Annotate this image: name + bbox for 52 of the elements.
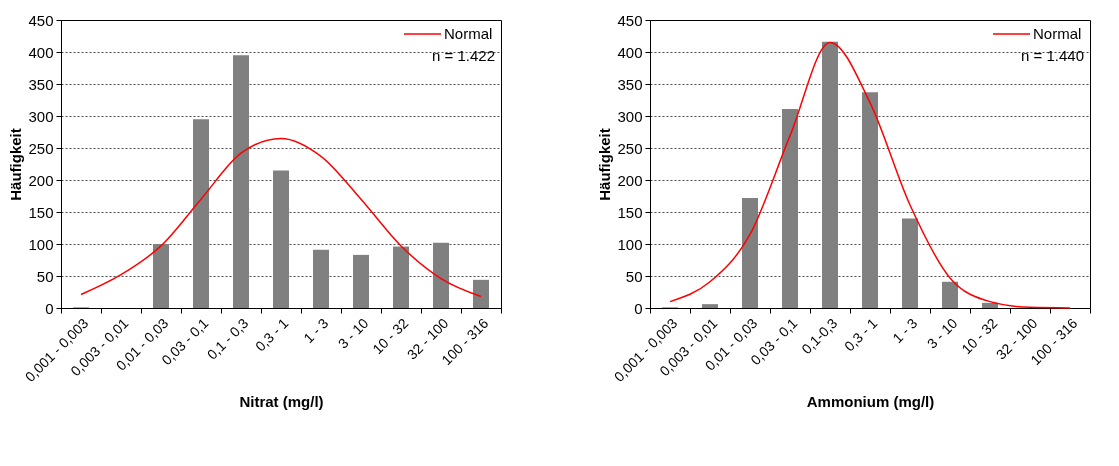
- x-tick-label: 1 - 3: [889, 314, 921, 347]
- bar: [433, 242, 449, 308]
- annotation: n = 1.440: [1021, 47, 1084, 64]
- y-tick-label: 0: [634, 299, 643, 317]
- y-tick-label: 350: [617, 75, 643, 93]
- y-axis-title: Häufigkeit: [596, 128, 614, 201]
- bar: [393, 246, 409, 308]
- legend-label: Normal: [444, 25, 493, 42]
- bar: [902, 218, 918, 308]
- y-tick-label: 50: [625, 267, 643, 285]
- y-tick-label: 100: [28, 235, 54, 253]
- bar: [702, 304, 718, 308]
- bar: [982, 302, 998, 308]
- bar: [782, 108, 798, 308]
- bar: [473, 279, 489, 308]
- bar: [742, 197, 758, 308]
- bar: [942, 281, 958, 308]
- y-tick-label: 0: [45, 299, 54, 317]
- y-tick-label: 350: [28, 75, 54, 93]
- y-tick-label: 250: [617, 139, 643, 157]
- y-tick-label: 300: [617, 107, 643, 125]
- y-tick-label: 450: [28, 11, 54, 29]
- y-axis-title: Häufigkeit: [7, 128, 25, 201]
- y-tick-label: 150: [28, 203, 54, 221]
- annotation: n = 1.422: [432, 47, 495, 64]
- bar: [193, 119, 209, 308]
- bar: [153, 244, 169, 308]
- y-tick-label: 400: [617, 43, 643, 61]
- y-tick-label: 400: [28, 43, 54, 61]
- y-tick-label: 200: [28, 171, 54, 189]
- y-tick-label: 100: [617, 235, 643, 253]
- bar: [233, 55, 249, 308]
- bar: [273, 170, 289, 308]
- y-tick-label: 150: [617, 203, 643, 221]
- bar: [822, 41, 838, 308]
- bar: [353, 254, 369, 308]
- y-tick-label: 50: [36, 267, 54, 285]
- x-axis-title: Nitrat (mg/l): [239, 392, 324, 410]
- y-tick-label: 250: [28, 139, 54, 157]
- x-tick-label: 3 - 10: [334, 314, 372, 352]
- y-tick-label: 200: [617, 171, 643, 189]
- y-tick-label: 450: [617, 11, 643, 29]
- x-tick-label: 0,3 - 1: [252, 314, 292, 355]
- x-axis-title: Ammonium (mg/l): [806, 392, 935, 410]
- bar: [313, 249, 329, 308]
- y-tick-label: 300: [28, 107, 54, 125]
- line-series: [80, 137, 482, 298]
- bar: [862, 92, 878, 308]
- x-tick-label: 3 - 10: [923, 314, 961, 352]
- x-tick-label: 0,3 - 1: [841, 314, 881, 355]
- x-tick-label: 1 - 3: [300, 314, 332, 347]
- legend-label: Normal: [1033, 25, 1082, 42]
